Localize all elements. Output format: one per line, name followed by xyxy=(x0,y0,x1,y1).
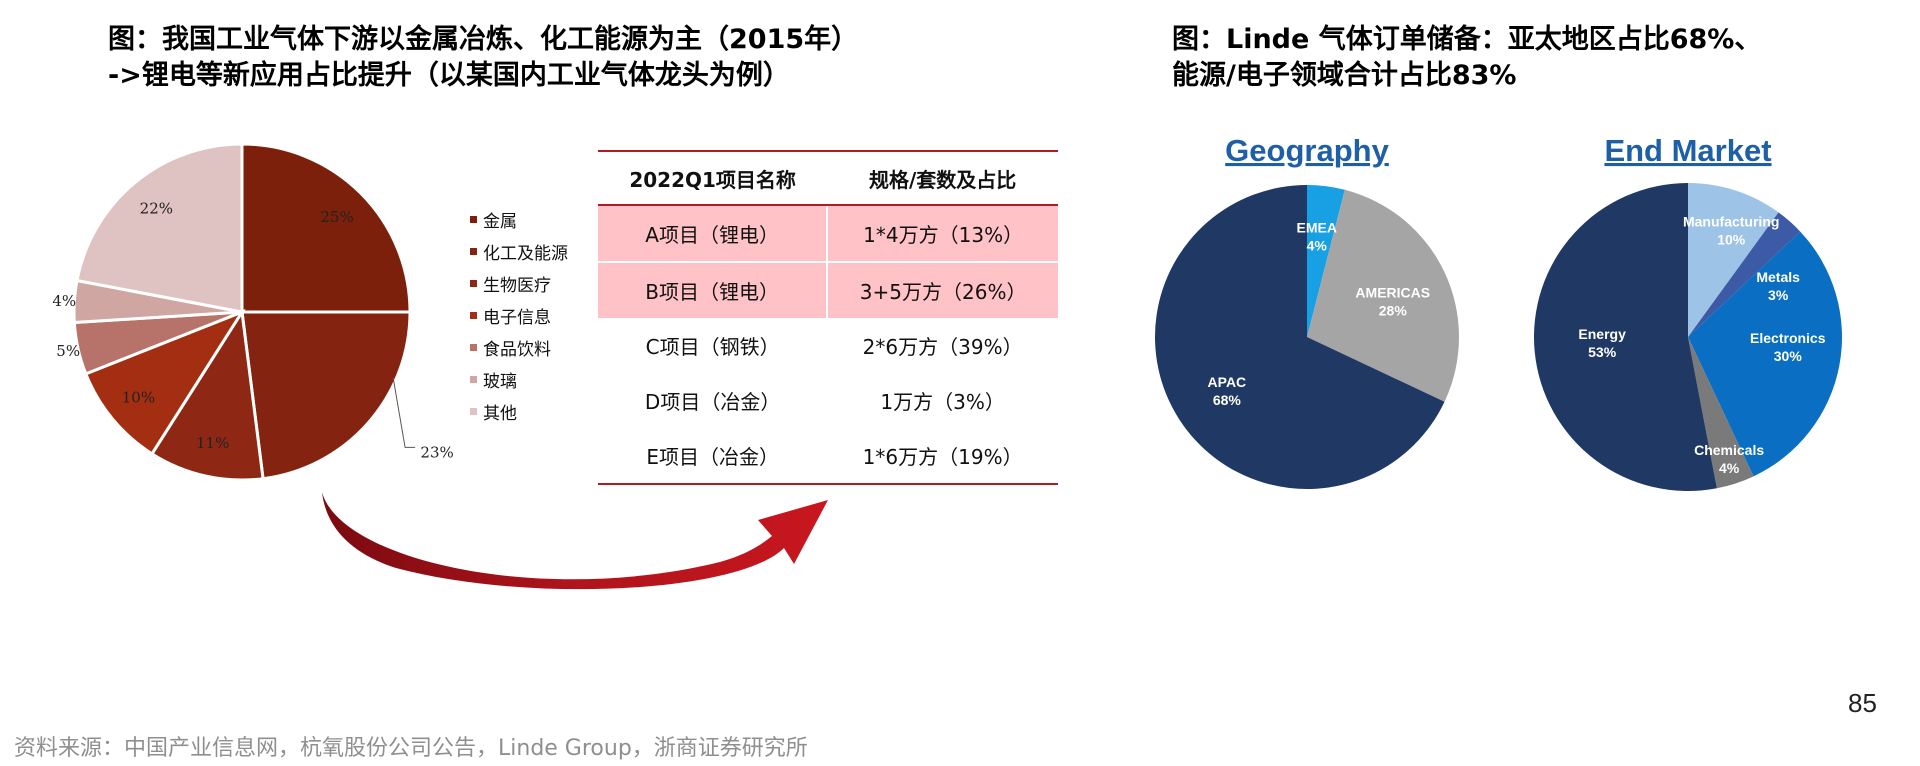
pie-data-label: 53% xyxy=(1588,344,1617,360)
legend-label: 其他 xyxy=(483,403,517,424)
pie-slice xyxy=(83,308,246,456)
table-cell-spec: 1*4万方（13%） xyxy=(826,205,1058,262)
left-title-line1: 图：我国工业气体下游以金属冶炼、化工能源为主（2015年） xyxy=(108,24,859,55)
legend-swatch xyxy=(470,311,477,319)
legend-swatch xyxy=(470,343,477,351)
pie-title: Geography xyxy=(1225,133,1389,168)
legend-swatch xyxy=(470,279,477,287)
table-header-project: 2022Q1项目名称 xyxy=(598,150,828,206)
legend-item: 生物医疗 xyxy=(470,267,568,299)
pie-data-label: 25% xyxy=(320,208,353,226)
table-cell-project: A项目（锂电） xyxy=(598,205,828,262)
left-chart-title: 图：我国工业气体下游以金属冶炼、化工能源为主（2015年） ->锂电等新应用占比… xyxy=(108,22,858,94)
legend-item: 其他 xyxy=(470,395,568,427)
table-row: E项目（冶金） 1*6万方（19%） xyxy=(598,428,1058,485)
pie-data-label: 68% xyxy=(1213,392,1242,408)
pie-slice xyxy=(1688,231,1842,477)
legend-swatch xyxy=(470,247,477,255)
legend-label: 生物医疗 xyxy=(483,275,551,296)
legend-swatch xyxy=(470,375,477,383)
legend-item: 电子信息 xyxy=(470,299,568,331)
table-cell-project: D项目（冶金） xyxy=(644,390,781,414)
pie-data-label: 10% xyxy=(122,389,155,407)
pie-data-label: 22% xyxy=(140,199,173,217)
table-cell-project: B项目（锂电） xyxy=(598,261,828,318)
table-header-spec: 规格/套数及占比 xyxy=(827,150,1058,206)
pie-slice xyxy=(1307,189,1459,402)
table-cell-spec: 1万方（3%） xyxy=(880,390,1005,414)
pie-data-label: 30% xyxy=(1774,348,1803,364)
downstream-legend: 金属化工及能源生物医疗电子信息食品饮料玻璃其他 xyxy=(470,203,568,427)
project-table: 2022Q1项目名称 规格/套数及占比 A项目（锂电） 1*4万方（13%） B项目… xyxy=(598,150,1058,485)
legend-swatch xyxy=(470,407,477,415)
right-title-line1: 图：Linde 气体订单储备：亚太地区占比68%、 xyxy=(1172,24,1762,55)
pie-category-label: AMERICAS xyxy=(1355,284,1430,300)
right-title-line2: 能源/电子领域合计占比83% xyxy=(1172,60,1517,91)
table-cell-project: E项目（冶金） xyxy=(598,428,828,485)
pie-data-label: 23% xyxy=(420,443,453,461)
table-row: C项目（钢铁） 2*6万方（39%） xyxy=(598,318,1058,373)
table-cell-spec: 1*6万方（19%） xyxy=(827,428,1058,485)
table-cell-spec: 3+5万方（26%） xyxy=(826,261,1058,318)
pie-slice xyxy=(149,307,265,482)
table-row: B项目（锂电） 3+5万方（26%） xyxy=(598,261,1058,318)
table-row: A项目（锂电） 1*4万方（13%） xyxy=(598,205,1058,262)
pie-leader-line xyxy=(392,377,416,448)
pie-data-label: 5% xyxy=(56,342,80,360)
table-cell-spec: 2*6万方（39%） xyxy=(862,335,1023,359)
legend-swatch xyxy=(470,215,477,223)
pie-slice xyxy=(75,142,244,314)
downstream-pie-chart: 25% 23% 11% 10% 5% 4% 22% xyxy=(52,142,454,482)
pie-slice xyxy=(1688,183,1779,337)
table-header-row: 2022Q1项目名称 规格/套数及占比 xyxy=(598,150,1058,206)
legend-item: 金属 xyxy=(470,203,568,235)
legend-label: 玻璃 xyxy=(483,371,517,392)
pie-data-label: 11% xyxy=(196,434,229,452)
end-market-pie-chart: End Market Manufacturing 10% Metals 3% Electr… xyxy=(1533,133,1842,491)
legend-item: 化工及能源 xyxy=(470,235,568,267)
legend-label: 电子信息 xyxy=(483,307,551,328)
pie-slice xyxy=(240,142,412,314)
pie-data-label: 3% xyxy=(1768,287,1789,303)
left-title-line2: ->锂电等新应用占比提升（以某国内工业气体龙头为例） xyxy=(108,60,790,91)
pie-category-label: Energy xyxy=(1578,326,1626,342)
pie-category-label: EMEA xyxy=(1296,219,1336,235)
pie-data-label: 4% xyxy=(52,292,76,310)
pie-category-label: Metals xyxy=(1756,269,1800,285)
right-chart-title: 图：Linde 气体订单储备：亚太地区占比68%、 能源/电子领域合计占比83% xyxy=(1172,22,1761,94)
table-cell-project: C项目（钢铁） xyxy=(645,335,780,359)
pie-title: End Market xyxy=(1604,133,1771,168)
legend-item: 玻璃 xyxy=(470,363,568,395)
table-row: D项目（冶金） 1万方（3%） xyxy=(598,373,1058,428)
pie-data-label: 10% xyxy=(1717,232,1746,248)
pie-data-label: 28% xyxy=(1379,302,1408,318)
page-number: 85 xyxy=(1848,688,1877,718)
pie-slice xyxy=(240,310,412,481)
legend-label: 化工及能源 xyxy=(483,243,568,264)
pie-slice xyxy=(1307,185,1345,337)
legend-label: 食品饮料 xyxy=(483,339,551,360)
curved-arrow-icon xyxy=(322,492,828,590)
pie-data-label: 4% xyxy=(1719,460,1740,476)
pie-category-label: Chemicals xyxy=(1694,442,1764,458)
legend-item: 食品饮料 xyxy=(470,331,568,363)
pie-data-label: 4% xyxy=(1307,237,1328,253)
source-note: 资料来源：中国产业信息网，杭氧股份公司公告，Linde Group，浙商证券研究… xyxy=(14,736,808,761)
pie-slice xyxy=(1154,185,1445,489)
pie-category-label: APAC xyxy=(1208,374,1247,390)
legend-label: 金属 xyxy=(483,211,517,232)
geography-pie-chart: Geography EMEA 4% AMERICAS 28% APAC 68% xyxy=(1154,133,1459,489)
pie-slice xyxy=(1688,212,1801,337)
pie-slice xyxy=(1533,183,1717,491)
pie-slice xyxy=(1688,337,1754,489)
pie-category-label: Manufacturing xyxy=(1683,214,1779,230)
pie-category-label: Electronics xyxy=(1750,330,1826,346)
